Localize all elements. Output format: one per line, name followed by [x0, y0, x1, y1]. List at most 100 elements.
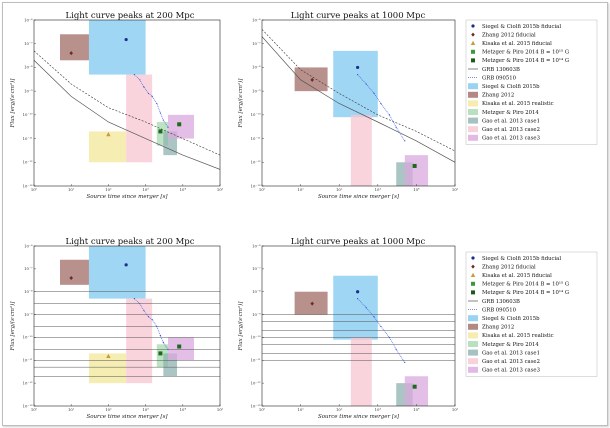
x-tick-label: 10⁵: [452, 187, 459, 192]
legend-label: Siegel & Ciolfi 2015b: [482, 316, 540, 322]
marker-diamond: [69, 51, 73, 56]
chart-title: Light curve peaks at 1000 Mpc: [291, 11, 426, 21]
legend-label: Siegel & Ciolfi 2015b: [482, 84, 540, 90]
x-tick-label: 10⁴: [180, 187, 187, 192]
data-box: [60, 259, 89, 285]
legend-label: Gao et al. 2013 case2: [482, 127, 540, 133]
legend-bottom: Siegel & Ciolfi 2015b fiducial Zhang 2012…: [465, 251, 598, 377]
grb-090510-point: [365, 307, 367, 309]
legend-label: GRB 130603B: [482, 67, 520, 73]
grb-090510-point: [159, 335, 162, 337]
legend-marker: [471, 24, 475, 28]
grb-090510-point: [139, 303, 141, 305]
grb-090510-point: [162, 119, 164, 121]
marker-square: [177, 122, 182, 127]
y-tick-label: 10⁻⁷: [252, 266, 261, 271]
data-box: [404, 155, 429, 186]
legend-label: Gao et al. 2013 case1: [482, 118, 540, 124]
marker-triangle: [106, 353, 111, 359]
legend-label: Gao et al. 2013 case2: [482, 359, 540, 365]
y-tick-label: 10⁻⁶: [252, 17, 261, 22]
y-tick-label: 10⁻⁹: [24, 312, 33, 317]
legend-label: Zhang 2012 fiducial: [482, 264, 536, 270]
y-tick-label: 10⁻¹¹: [23, 136, 33, 141]
data-box: [88, 131, 127, 163]
grb-090510-point: [365, 83, 367, 85]
legend-marker: [470, 272, 476, 277]
legend-marker: [471, 281, 475, 286]
data-box: [167, 337, 194, 361]
data-box: [167, 114, 194, 139]
grb-090510-point: [167, 126, 169, 128]
legend-label: Metzger & Piro 2014 B = 10¹⁴ G: [482, 58, 569, 64]
data-box: [60, 34, 89, 61]
legend-patch: [468, 358, 478, 365]
x-tick-label: 10²: [105, 187, 112, 192]
y-axis-label: Flux [erg/(s·cm²)]: [9, 78, 16, 129]
legend-patch: [468, 126, 478, 133]
chart-panel-1: 10⁰ 10¹ 10² 10³ 10⁴ 10⁵ 10⁻¹³ 10⁻¹² 10⁻¹¹ 10⁻¹⁰ 10…: [9, 11, 224, 200]
y-axis-label: Flux [erg/(s·cm²)]: [237, 301, 244, 352]
legend-label: GRB 090510: [482, 75, 517, 81]
data-box: [333, 275, 378, 340]
chart-title: Light curve peaks at 200 Mpc: [66, 237, 195, 247]
grb-130603b-dashed-line: [262, 29, 455, 152]
legend-label: GRB 130603B: [482, 299, 520, 305]
y-tick-label: 10⁻⁷: [24, 266, 33, 271]
x-tick-label: 10³: [375, 407, 382, 412]
legend-box: [465, 251, 598, 377]
x-tick-label: 10⁴: [180, 407, 187, 412]
legend-patch: [468, 349, 478, 356]
legend-patch: [468, 341, 478, 347]
marker-diamond: [310, 77, 315, 82]
grb-090510-point: [404, 140, 406, 142]
plot-area: [262, 275, 455, 406]
x-tick-label: 10⁵: [217, 187, 224, 192]
x-tick-label: 10¹: [297, 187, 304, 192]
x-tick-label: 10⁵: [217, 407, 224, 412]
x-tick-label: 10⁵: [452, 407, 459, 412]
legend-label: Metzger & Piro 2014: [482, 110, 539, 116]
legend-label: Zhang 2012: [482, 93, 514, 99]
legend-marker: [470, 40, 476, 45]
chart-panel-4: 10⁰ 10¹ 10² 10³ 10⁴ 10⁵ 10⁻¹³ 10⁻¹² 10⁻¹¹ 10⁻¹⁰ 10…: [237, 237, 459, 420]
y-tick-label: 10⁻¹⁰: [23, 112, 33, 117]
y-tick-label: 10⁻¹³: [23, 183, 33, 188]
legend-label: GRB 090510: [482, 307, 517, 313]
x-tick-label: 10⁰: [259, 187, 266, 192]
y-tick-label: 10⁻¹¹: [251, 358, 261, 363]
legend-label: Gao et al. 2013 case1: [482, 350, 540, 356]
axes-frame: [261, 19, 456, 187]
chart-panel-2: 10⁰ 10¹ 10² 10³ 10⁴ 10⁵ 10⁻¹³ 10⁻¹² 10⁻¹¹ 10⁻¹⁰ 10…: [237, 11, 459, 200]
grb-090510-point: [373, 92, 375, 95]
grb-090510-point: [167, 348, 169, 350]
data-box: [88, 246, 146, 299]
data-box: [350, 114, 372, 186]
grb-090510-point: [159, 112, 162, 114]
legend-label: Gao et al. 2013 case3: [482, 136, 540, 142]
marker-diamond: [69, 275, 73, 280]
y-tick-label: 10⁻⁸: [252, 289, 261, 294]
data-box: [156, 121, 168, 146]
data-box: [333, 50, 378, 118]
y-tick-label: 10⁻⁶: [24, 243, 33, 248]
marker-circle: [124, 263, 128, 267]
data-box: [88, 353, 127, 384]
legend-label: Zhang 2012 fiducial: [482, 32, 536, 38]
legend-label: Metzger & Piro 2014 B = 10¹⁵ G: [482, 50, 569, 56]
x-axis-label: Source time since merger [s]: [318, 194, 400, 200]
x-tick-label: 10¹: [297, 407, 304, 412]
y-tick-label: 10⁻¹²: [23, 160, 33, 165]
y-tick-label: 10⁻¹²: [251, 380, 261, 385]
plot-area: [262, 29, 455, 186]
legend-label: Siegel & Ciolfi 2015b fiducial: [482, 24, 561, 30]
x-tick-label: 10⁰: [31, 187, 38, 192]
grb-130603b-solid-line: [262, 36, 455, 163]
legend-patch: [468, 323, 478, 330]
legend-patch: [468, 315, 478, 322]
legend-label: Metzger & Piro 2014 B = 10¹⁵ G: [482, 282, 569, 288]
marker-circle: [124, 37, 128, 42]
x-tick-label: 10¹: [68, 187, 75, 192]
y-tick-label: 10⁻⁹: [252, 88, 261, 93]
grb-090510-point: [143, 309, 145, 312]
